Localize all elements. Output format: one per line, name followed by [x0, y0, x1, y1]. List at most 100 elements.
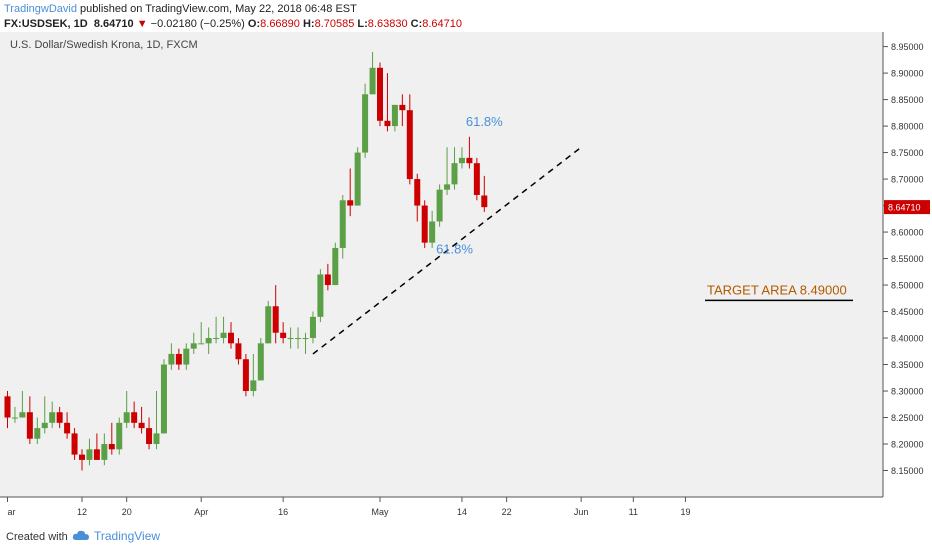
symbol-ohlc-line: FX:USDSEK, 1D 8.64710 ▼ −0.02180 (−0.25%… — [4, 18, 462, 30]
tradingview-logo[interactable]: TradingView — [72, 529, 160, 543]
author-link[interactable]: TradingwDavid — [4, 3, 77, 15]
price-chart[interactable]: U.S. Dollar/Swedish Krona, 1D, FXCM 8.15… — [0, 32, 932, 522]
candle-body — [369, 67, 376, 95]
candle — [406, 94, 413, 185]
candle — [183, 343, 190, 370]
candle — [444, 147, 451, 195]
y-tick-label: 8.50000 — [891, 281, 924, 291]
candle-body — [414, 179, 421, 206]
candle — [86, 438, 93, 466]
candle — [64, 412, 71, 439]
candle — [377, 62, 383, 127]
candle-body — [116, 422, 123, 450]
publication-info: TradingwDavid published on TradingView.c… — [4, 3, 357, 15]
footer: Created with TradingView — [0, 522, 932, 550]
y-tick-label: 8.20000 — [891, 440, 924, 450]
candle — [429, 210, 436, 248]
candle-body — [64, 422, 71, 434]
candle — [56, 406, 63, 429]
fib-label[interactable]: 61.8% — [466, 114, 503, 129]
candle-body — [19, 412, 26, 418]
candle-body — [190, 343, 197, 349]
x-tick-label: 14 — [457, 507, 467, 517]
candle-body — [458, 157, 465, 164]
candle — [309, 311, 316, 344]
candle — [362, 83, 369, 158]
candle — [242, 353, 249, 397]
candle-body — [302, 338, 309, 340]
y-tick-label: 8.25000 — [891, 413, 924, 423]
y-tick-labels: 8.15000 8.20000 8.25000 8.30000 8.35000 8.400… — [883, 42, 924, 476]
candle-body — [101, 444, 108, 460]
candle-body — [406, 110, 413, 180]
candle-body — [473, 163, 480, 195]
candle-body — [146, 428, 153, 445]
candle — [190, 332, 197, 354]
drawings: 61.8% 61.8% TARGET AREA 8.49000 8.64710 — [312, 114, 930, 355]
candle-body — [429, 221, 436, 243]
candle-body — [332, 247, 339, 286]
candle-body — [56, 412, 63, 423]
candle-body — [280, 332, 287, 339]
fib-label[interactable]: 61.8% — [436, 241, 473, 256]
candle — [26, 396, 33, 445]
x-tick-label: 22 — [502, 507, 512, 517]
candle — [34, 417, 41, 445]
candle-body — [466, 157, 473, 164]
candle-body — [205, 338, 212, 344]
candle-body — [93, 449, 100, 460]
time-axis[interactable] — [0, 497, 883, 522]
candle — [451, 147, 458, 190]
cloud-icon — [72, 530, 89, 540]
candle — [280, 322, 287, 344]
candle — [49, 401, 56, 429]
candle-body — [235, 343, 242, 360]
y-tick-label: 8.15000 — [891, 466, 924, 476]
candle — [11, 406, 18, 423]
candle-body — [49, 412, 56, 423]
candle — [332, 242, 339, 286]
last-price: 8.64710 — [93, 18, 134, 30]
candle-body — [265, 306, 272, 344]
x-tick-label: 12 — [77, 507, 87, 517]
candle — [108, 422, 115, 455]
y-tick-label: 8.75000 — [891, 148, 924, 158]
candle — [436, 184, 443, 227]
candle-body — [175, 353, 182, 365]
candle — [101, 433, 108, 466]
candle-body — [399, 104, 406, 111]
y-tick-label: 8.90000 — [891, 69, 924, 79]
candle-body — [168, 353, 175, 365]
candle — [324, 263, 331, 291]
candle — [347, 168, 354, 217]
plot-area[interactable] — [0, 32, 883, 497]
candle — [317, 269, 324, 323]
candle-body — [272, 306, 279, 333]
price-axis[interactable] — [883, 32, 932, 497]
target-area-label[interactable]: TARGET AREA 8.49000 — [707, 282, 847, 297]
candle — [369, 51, 376, 95]
candle — [473, 157, 480, 201]
candle — [175, 348, 182, 370]
candle — [138, 406, 145, 434]
published-text: published on TradingView.com, May 22, 20… — [80, 3, 357, 15]
candle — [213, 316, 220, 344]
candle-body — [295, 338, 302, 340]
y-tick-label: 8.60000 — [891, 228, 924, 238]
low-label: L: — [357, 18, 368, 30]
candle — [302, 332, 309, 354]
candle-body — [317, 274, 324, 317]
candle-body — [123, 412, 130, 423]
candle — [198, 322, 205, 345]
candle-body — [444, 184, 451, 190]
tradingview-brand: TradingView — [94, 529, 161, 543]
candle-body — [153, 433, 160, 445]
candle-body — [71, 433, 78, 455]
publication-header: TradingwDavid published on TradingView.c… — [0, 0, 932, 32]
candle-body — [436, 189, 443, 222]
y-tick-label: 8.40000 — [891, 334, 924, 344]
trendline[interactable] — [312, 146, 582, 355]
candle — [160, 359, 167, 434]
candle — [79, 449, 85, 471]
candle — [384, 73, 391, 132]
